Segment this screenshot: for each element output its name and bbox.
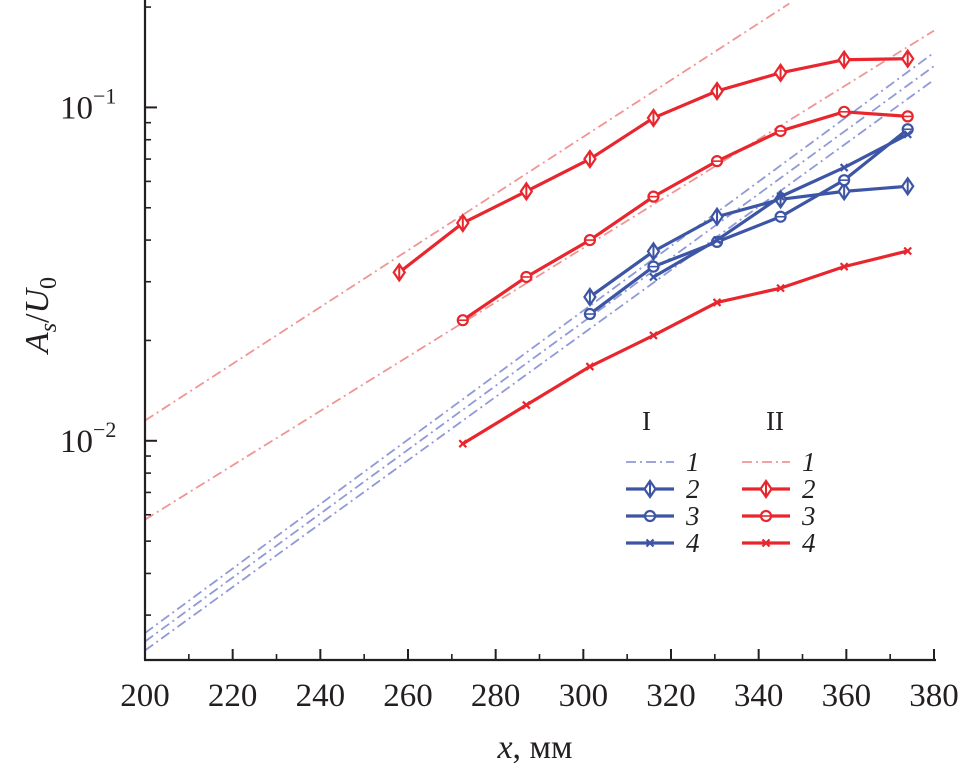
data-point-II-3-2 [583,233,597,247]
data-point-I-3-3 [774,210,787,223]
data-series [392,48,915,448]
legend-entry-I-1: 1 [626,447,700,477]
data-point-II-2-6 [773,62,788,83]
legend-label-II-2: 2 [802,474,816,504]
data-point-II-3-0 [456,314,469,327]
data-point-II-3-3 [647,190,660,203]
fit-line-II-1a [144,2,790,422]
legend-marker-II-3 [759,509,773,523]
x-tick-label-300: 300 [559,678,609,714]
legend-label-II-4: 4 [802,528,816,558]
fit-line-I-1a [144,51,935,634]
data-point-II-3-5 [774,124,787,138]
series-line-II-4 [461,249,909,446]
series-II-3 [456,105,914,327]
data-point-II-2-1 [455,213,470,233]
legend-header-II: II [766,406,784,436]
x-tick-label-240: 240 [296,678,346,714]
legend-header-I: I [642,406,651,436]
y-ticks: 10−2 10−1 [60,6,157,616]
data-point-II-3-7 [901,110,914,123]
x-ticks: 200 220 240 260 280 300 320 340 360 380 [120,649,959,714]
legend-label-I-3: 3 [685,501,700,531]
y-tick-label-0.1: 10−1 [60,83,116,126]
data-point-I-2-1 [646,241,661,262]
data-point-I-3-1 [647,260,660,273]
data-point-II-2-2 [519,181,534,202]
fit-line-I-1c [144,79,935,652]
data-point-II-3-6 [838,105,851,118]
data-point-II-4-1 [522,400,531,410]
data-point-I-2-2 [710,206,724,227]
data-point-I-3-5 [901,123,914,136]
data-point-II-4-2 [585,362,595,371]
data-point-II-2-0 [392,262,407,283]
legend-entry-II-3: 3 [742,501,816,531]
fit-lines [144,2,935,652]
legend-entry-I-2: 2 [626,474,700,504]
fit-line-II-1b [144,29,935,521]
data-point-II-4-3 [649,331,658,340]
series-line-I-2 [588,184,908,299]
series-II-4 [458,246,912,448]
data-point-II-3-4 [710,155,724,168]
legend-entry-II-1: 1 [742,447,816,477]
series-line-II-3 [461,110,908,322]
x-tick-label-280: 280 [471,678,521,714]
legend-entry-I-4: 4 [626,528,700,558]
data-point-II-4-7 [903,246,912,256]
series-I-2 [583,176,915,307]
legend-label-I-2: 2 [686,474,700,504]
data-point-II-4-0 [458,439,468,448]
data-point-I-4-3 [839,163,849,172]
data-point-I-3-4 [838,174,851,187]
data-point-II-2-3 [583,149,597,169]
data-point-II-3-1 [520,270,533,284]
x-tick-label-380: 380 [909,678,959,714]
legend-marker-I-3 [643,509,657,523]
data-point-I-4-0 [649,272,658,282]
x-tick-label-260: 260 [383,678,433,714]
legend-label-II-3: 3 [801,501,816,531]
data-point-I-4-4 [903,130,912,139]
data-point-II-2-8 [900,48,915,69]
data-point-I-3-0 [583,307,597,321]
data-point-II-2-4 [646,107,661,128]
data-point-II-4-5 [776,283,785,293]
data-point-I-2-0 [583,287,597,307]
data-point-I-4-1 [712,235,722,245]
data-point-II-4-4 [712,298,722,307]
data-point-I-4-2 [776,192,785,201]
x-tick-label-340: 340 [734,678,784,714]
legend-marker-I-2 [643,479,657,499]
legend-label-I-1: 1 [686,447,700,477]
data-point-I-2-5 [900,176,915,197]
x-tick-label-360: 360 [822,678,872,714]
x-tick-label-200: 200 [120,678,170,714]
fit-line-I-1b [144,65,935,643]
data-point-II-2-7 [837,49,851,70]
legend-entry-II-4: 4 [742,528,816,558]
data-point-II-2-5 [710,81,724,101]
legend-label-I-4: 4 [686,528,700,558]
legend-marker-II-4 [761,538,771,548]
legend-label-II-1: 1 [802,447,816,477]
x-tick-label-220: 220 [208,678,258,714]
legend-entry-I-3: 3 [626,501,700,531]
axes [143,0,936,662]
x-axis-title: x, мм [496,729,572,766]
legend-marker-I-4 [645,538,655,548]
legend-marker-II-2 [759,479,773,499]
series-II-2 [392,48,915,283]
y-tick-label-0.01: 10−2 [60,417,116,460]
series-I-3 [583,123,914,321]
x-tick-label-320: 320 [646,678,696,714]
series-I-4 [649,130,912,282]
legend-entry-II-2: 2 [742,474,816,504]
series-line-I-3 [588,128,909,316]
data-point-II-4-6 [839,262,849,271]
y-axis-title: As/U0 [19,277,62,355]
